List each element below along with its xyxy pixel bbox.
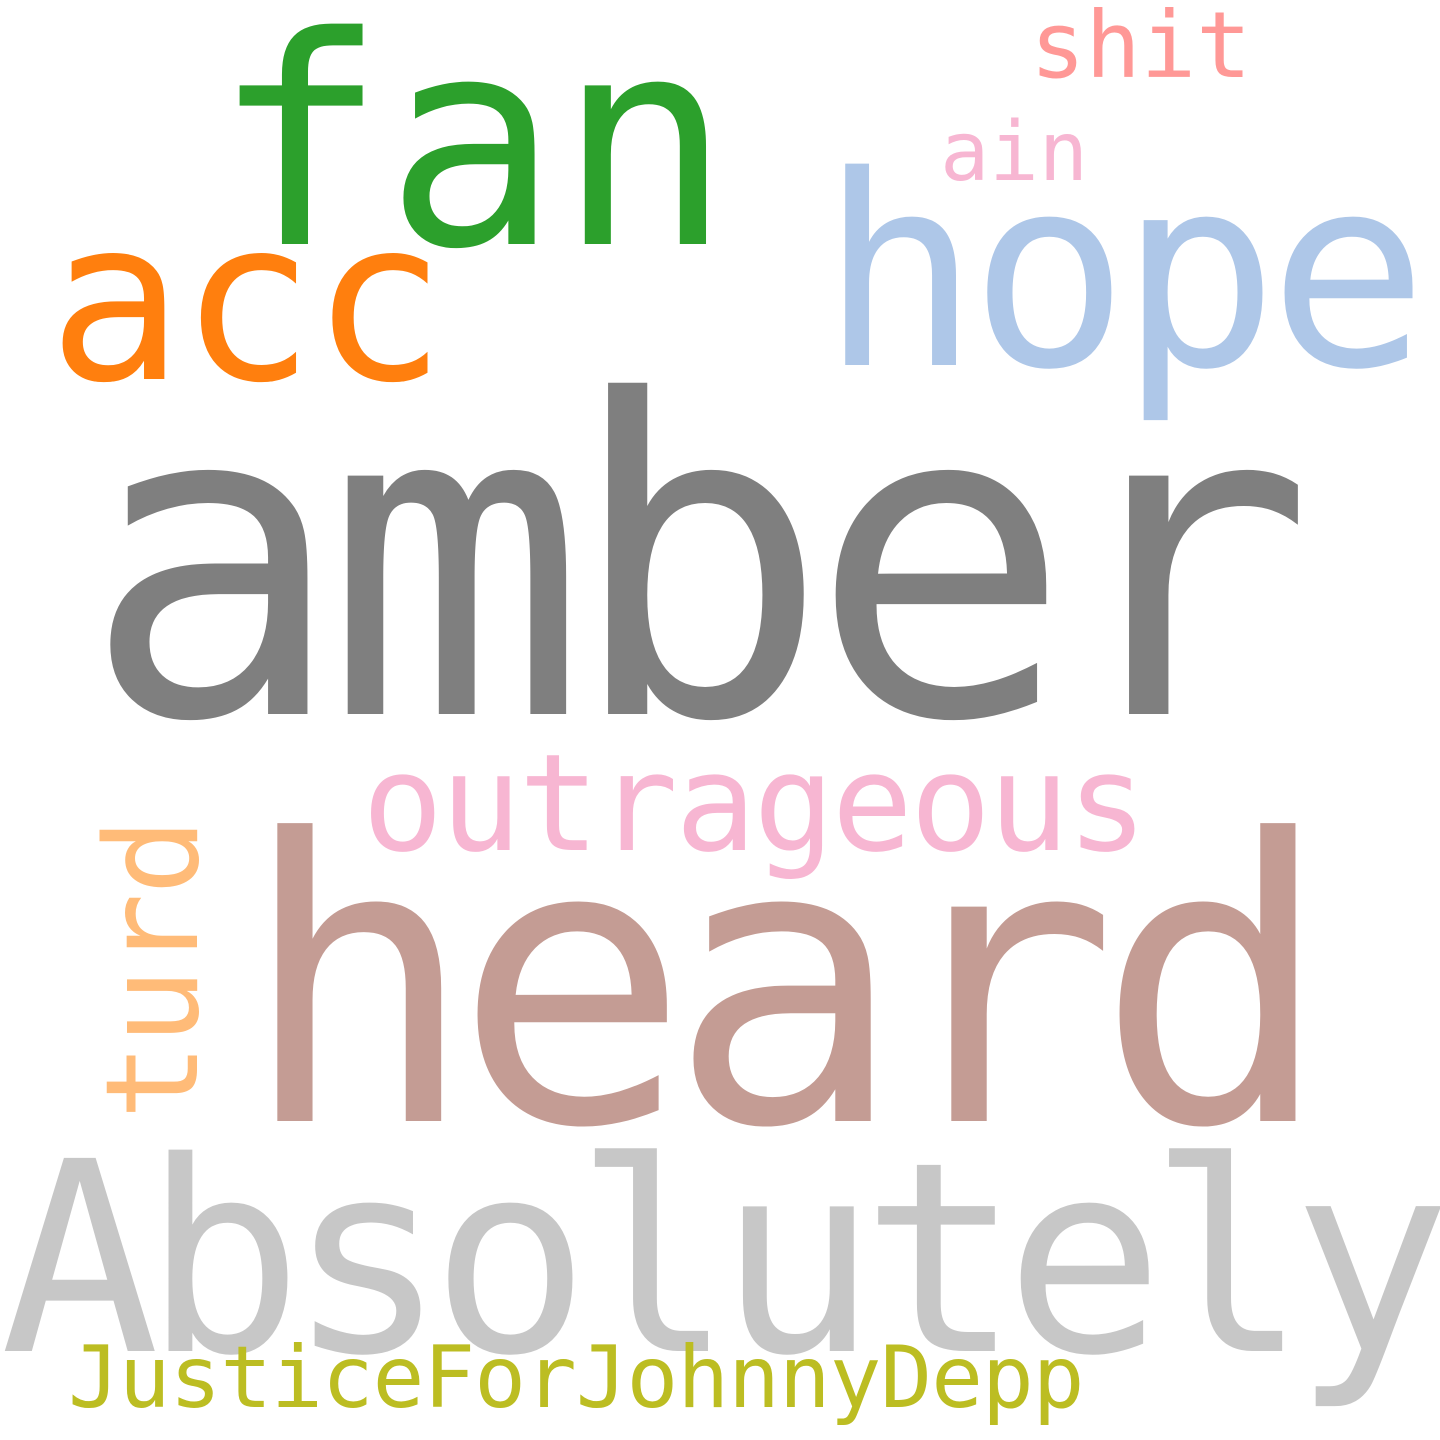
word-shit: shit (1030, 0, 1252, 99)
word-heard: heard (240, 758, 1332, 1214)
word-outrageous: outrageous (362, 725, 1148, 882)
word-hope: hope (820, 120, 1428, 428)
word-acc: acc (48, 171, 446, 433)
word-ain: ain (940, 105, 1089, 200)
word-justicefor-johnnydepp: JusticeForJohnnyDepp (68, 1328, 1085, 1428)
word-turd-container: turd (79, 780, 228, 1140)
word-turd: turd (79, 819, 228, 1120)
word-amber: amber (82, 309, 1314, 817)
word-fan: fan (212, 0, 732, 313)
word-absolutely: Absolutely (0, 1106, 1440, 1414)
